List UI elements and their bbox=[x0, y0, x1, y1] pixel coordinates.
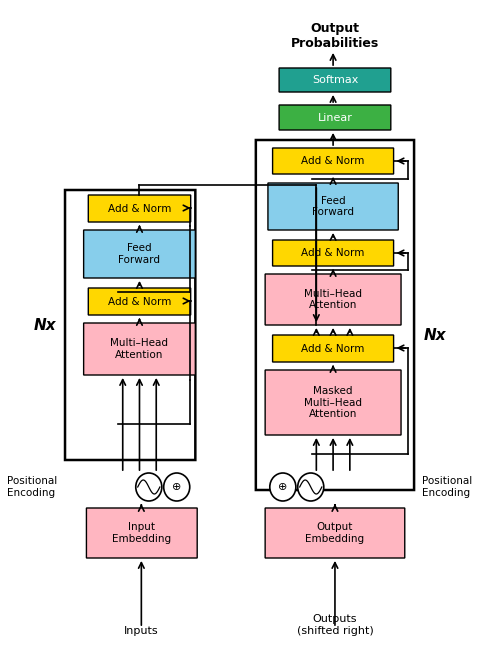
Text: Nx: Nx bbox=[423, 328, 446, 342]
FancyBboxPatch shape bbox=[272, 335, 393, 362]
Text: ⊕: ⊕ bbox=[172, 482, 182, 492]
FancyBboxPatch shape bbox=[256, 140, 414, 490]
Text: Add & Norm: Add & Norm bbox=[108, 203, 171, 213]
Circle shape bbox=[298, 473, 324, 501]
Text: Feed
Forward: Feed Forward bbox=[312, 196, 354, 217]
FancyBboxPatch shape bbox=[268, 183, 398, 230]
FancyBboxPatch shape bbox=[87, 508, 197, 558]
FancyBboxPatch shape bbox=[265, 508, 405, 558]
FancyBboxPatch shape bbox=[84, 323, 196, 375]
Text: Output
Embedding: Output Embedding bbox=[305, 522, 365, 544]
FancyBboxPatch shape bbox=[65, 190, 196, 460]
FancyBboxPatch shape bbox=[279, 68, 391, 92]
Circle shape bbox=[136, 473, 162, 501]
Text: Input
Embedding: Input Embedding bbox=[112, 522, 172, 544]
Text: Outputs
(shifted right): Outputs (shifted right) bbox=[296, 614, 373, 636]
Text: Inputs: Inputs bbox=[124, 626, 159, 636]
Text: Positional
Encoding: Positional Encoding bbox=[7, 476, 57, 498]
Text: Add & Norm: Add & Norm bbox=[302, 156, 365, 166]
Text: Add & Norm: Add & Norm bbox=[302, 344, 365, 353]
Text: Nx: Nx bbox=[33, 317, 56, 333]
Text: ⊕: ⊕ bbox=[278, 482, 287, 492]
FancyBboxPatch shape bbox=[84, 230, 196, 278]
Circle shape bbox=[270, 473, 296, 501]
Text: Multi–Head
Attention: Multi–Head Attention bbox=[110, 339, 168, 360]
Text: Add & Norm: Add & Norm bbox=[108, 297, 171, 306]
Text: Output
Probabilities: Output Probabilities bbox=[291, 22, 379, 50]
FancyBboxPatch shape bbox=[88, 195, 191, 222]
Circle shape bbox=[163, 473, 190, 501]
Text: Softmax: Softmax bbox=[312, 75, 358, 85]
FancyBboxPatch shape bbox=[279, 105, 391, 130]
Text: Multi–Head
Attention: Multi–Head Attention bbox=[304, 289, 362, 310]
Text: Add & Norm: Add & Norm bbox=[302, 248, 365, 258]
FancyBboxPatch shape bbox=[88, 288, 191, 315]
Text: Feed
Forward: Feed Forward bbox=[119, 243, 161, 265]
Text: Positional
Encoding: Positional Encoding bbox=[422, 476, 472, 498]
FancyBboxPatch shape bbox=[265, 274, 401, 325]
FancyBboxPatch shape bbox=[265, 370, 401, 435]
Text: Linear: Linear bbox=[317, 112, 352, 123]
FancyBboxPatch shape bbox=[272, 240, 393, 266]
FancyBboxPatch shape bbox=[272, 148, 393, 174]
Text: Masked
Multi–Head
Attention: Masked Multi–Head Attention bbox=[304, 386, 362, 419]
